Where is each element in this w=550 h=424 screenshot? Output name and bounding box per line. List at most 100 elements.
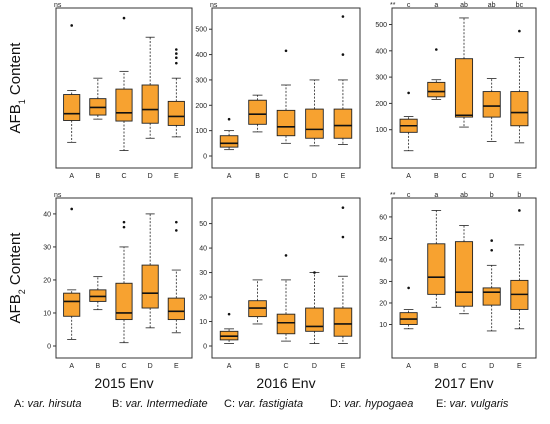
outlier-point bbox=[70, 207, 73, 211]
iqr-box bbox=[510, 91, 529, 127]
box-e: E bbox=[167, 220, 185, 370]
group-letter: a bbox=[434, 192, 438, 199]
y-tick-label: 500 bbox=[195, 27, 207, 34]
legend-key: C: bbox=[224, 398, 235, 410]
legend-item-c: C: var. fastigiata bbox=[224, 398, 303, 410]
row-label-subscript: 1 bbox=[17, 99, 27, 104]
iqr-box bbox=[63, 94, 81, 121]
legend-item-d: D: var. hypogaea bbox=[330, 398, 413, 410]
legend-prefix: var. bbox=[449, 398, 468, 410]
column-label-2015: 2015 Env bbox=[94, 375, 153, 391]
group-letter: a bbox=[434, 2, 438, 9]
significance-label: ns bbox=[54, 2, 62, 9]
box-d: Dab bbox=[482, 2, 501, 180]
panel-afb1-2015: ns A B C D E bbox=[54, 2, 193, 180]
box-c: C bbox=[115, 220, 133, 370]
iqr-box bbox=[63, 292, 81, 317]
x-tick-label: B bbox=[434, 173, 439, 180]
iqr-box bbox=[333, 108, 353, 139]
iqr-box bbox=[141, 84, 159, 124]
plot-frame bbox=[55, 197, 193, 359]
legend-item-b: B: var. Intermediate bbox=[112, 398, 208, 410]
box-e: E bbox=[333, 206, 353, 370]
box-a: Ac bbox=[399, 2, 418, 180]
y-tick-label: 300 bbox=[375, 75, 387, 82]
group-letter: ab bbox=[460, 2, 468, 9]
outlier-point bbox=[341, 53, 345, 56]
legend-name: hypogaea bbox=[365, 398, 414, 410]
y-tick-label: 10 bbox=[379, 322, 387, 329]
group-letter: c bbox=[407, 192, 411, 199]
y-tick-label: 200 bbox=[195, 103, 207, 110]
group-letter: b bbox=[517, 192, 521, 199]
box-e: E bbox=[167, 48, 185, 180]
outlier-point bbox=[341, 206, 345, 209]
significance-label: ** bbox=[390, 2, 396, 9]
iqr-box bbox=[141, 264, 159, 309]
box-d: D bbox=[305, 79, 324, 180]
outlier-point bbox=[122, 220, 126, 224]
y-tick-label: 400 bbox=[195, 52, 207, 59]
box-b: B bbox=[89, 77, 107, 180]
x-tick-label: A bbox=[69, 363, 74, 370]
group-letter: ab bbox=[488, 2, 496, 9]
iqr-box bbox=[219, 135, 239, 148]
box-b: Ba bbox=[427, 192, 446, 370]
legend-prefix: var. bbox=[27, 398, 46, 410]
outlier-point bbox=[175, 229, 178, 232]
legend-name: Intermediate bbox=[146, 398, 208, 410]
iqr-box bbox=[482, 91, 501, 118]
iqr-box bbox=[427, 243, 446, 295]
x-tick-label: D bbox=[312, 363, 317, 370]
y-tick-label: 40 bbox=[199, 246, 207, 253]
outlier-point bbox=[284, 254, 288, 257]
row-label-afb1: AFB1 Content bbox=[7, 42, 27, 134]
x-tick-label: E bbox=[517, 173, 522, 180]
legend-key: B: bbox=[112, 398, 123, 410]
iqr-box bbox=[89, 289, 107, 302]
y-tick-label: 10 bbox=[199, 319, 207, 326]
box-d: D bbox=[305, 271, 324, 370]
row-label-main: AFB bbox=[7, 294, 24, 323]
box-c: C bbox=[276, 49, 296, 180]
box-e: E bbox=[333, 15, 353, 180]
box-a: A bbox=[219, 117, 239, 180]
y-tick-label: 30 bbox=[43, 244, 51, 251]
significance-label: ns bbox=[210, 2, 218, 9]
legend-name: hirsuta bbox=[48, 398, 82, 410]
plot-frame bbox=[391, 7, 537, 169]
x-tick-label: A bbox=[227, 173, 232, 180]
box-c: Cab bbox=[454, 2, 474, 180]
x-tick-label: C bbox=[283, 173, 288, 180]
box-c: C bbox=[276, 254, 296, 370]
x-tick-label: E bbox=[174, 363, 179, 370]
iqr-box bbox=[482, 287, 501, 306]
x-tick-label: C bbox=[461, 173, 466, 180]
x-tick-label: D bbox=[312, 173, 317, 180]
box-d: D bbox=[141, 213, 159, 370]
box-c: C bbox=[115, 16, 133, 180]
box-e: Eb bbox=[510, 192, 529, 370]
x-tick-label: E bbox=[341, 363, 346, 370]
y-tick-label: 100 bbox=[195, 128, 207, 135]
x-tick-label: D bbox=[489, 173, 494, 180]
outlier-point bbox=[175, 56, 178, 59]
plot-frame bbox=[391, 197, 537, 359]
box-b: B bbox=[89, 276, 107, 370]
group-letter: c bbox=[407, 2, 411, 9]
x-tick-label: C bbox=[121, 363, 126, 370]
iqr-box bbox=[305, 307, 324, 332]
outlier-point bbox=[70, 24, 73, 27]
y-tick-label: 0 bbox=[203, 154, 207, 161]
iqr-box bbox=[454, 241, 474, 307]
y-tick-label: 300 bbox=[195, 77, 207, 84]
y-tick-label: 0 bbox=[203, 344, 207, 351]
x-tick-label: D bbox=[148, 173, 153, 180]
x-tick-label: A bbox=[69, 173, 74, 180]
outlier-point bbox=[407, 286, 410, 290]
y-tick-label: 10 bbox=[43, 310, 51, 317]
x-tick-label: E bbox=[174, 173, 179, 180]
y-tick-label: 0 bbox=[47, 344, 51, 351]
